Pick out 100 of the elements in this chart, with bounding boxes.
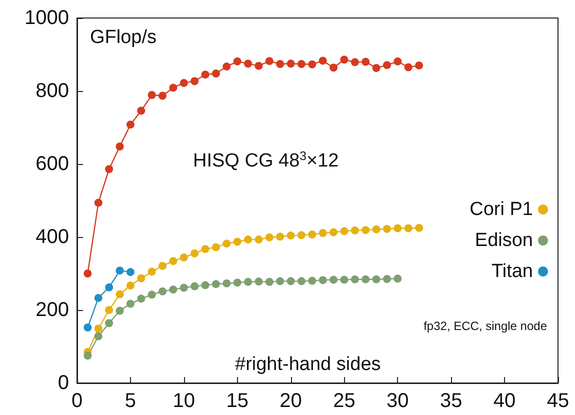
point: [169, 286, 178, 294]
x-tick-label: 15: [226, 390, 248, 412]
point: [222, 279, 231, 288]
point: [254, 278, 263, 286]
point: [180, 253, 188, 262]
x-axis-title: #right-hand sides: [235, 354, 381, 375]
y-tick-label: 0: [58, 372, 69, 394]
point: [201, 245, 210, 254]
point: [254, 62, 263, 70]
y-tick-label: 200: [36, 299, 69, 321]
point: [169, 84, 178, 92]
point: [276, 232, 284, 241]
point: [297, 60, 306, 68]
point: [404, 224, 412, 232]
point: [116, 290, 124, 298]
y-axis-title: GFlop/s: [90, 27, 157, 48]
point: [94, 324, 102, 333]
point: [190, 249, 199, 258]
point: [372, 64, 380, 72]
point: [158, 287, 167, 296]
point: [265, 233, 274, 242]
point: [286, 232, 295, 240]
point: [265, 57, 274, 66]
point: [382, 274, 391, 283]
point: [286, 60, 295, 68]
point: [84, 270, 92, 278]
point: [297, 277, 306, 286]
point: [126, 300, 134, 308]
point: [158, 262, 167, 270]
point: [148, 268, 156, 276]
point: [180, 78, 188, 87]
point: [297, 231, 306, 240]
x-tick-label: 0: [71, 390, 83, 412]
x-tick-label: 10: [172, 390, 196, 412]
point: [180, 284, 188, 292]
point: [404, 63, 412, 72]
point: [212, 69, 220, 78]
point: [233, 238, 242, 246]
point: [318, 276, 327, 284]
x-tick-label: 40: [493, 390, 516, 412]
point: [318, 56, 327, 65]
point: [126, 268, 134, 276]
annotation: fp32, ECC, single node: [424, 319, 548, 333]
point: [330, 64, 338, 72]
y-tick-label: 600: [36, 153, 69, 175]
point: [382, 61, 391, 70]
point: [126, 282, 134, 290]
point: [137, 294, 146, 303]
point: [116, 266, 124, 275]
point: [94, 294, 102, 302]
point: [286, 277, 295, 286]
x-tick-label: 20: [280, 390, 302, 412]
legend-label: Titan: [491, 261, 533, 282]
point: [222, 240, 231, 248]
x-tick-label: 45: [546, 390, 570, 412]
x-tick-label: 35: [440, 390, 462, 412]
point: [222, 62, 231, 71]
point: [382, 224, 391, 233]
point: [105, 306, 114, 314]
point: [340, 56, 348, 64]
y-tick-label: 1000: [24, 7, 69, 29]
point: [350, 58, 359, 66]
point: [137, 106, 146, 115]
x-tick-label: 30: [386, 390, 409, 412]
point: [94, 332, 102, 340]
point: [415, 224, 424, 232]
point: [126, 120, 134, 129]
point: [330, 276, 338, 284]
x-tick-label: 5: [124, 390, 136, 412]
point: [116, 142, 124, 150]
point: [340, 276, 348, 284]
point: [148, 290, 156, 299]
legend-label: Edison: [474, 230, 533, 251]
legend-label: Cori P1: [470, 199, 533, 220]
point: [276, 277, 284, 286]
point: [201, 70, 210, 79]
y-tick-label: 400: [36, 226, 69, 248]
point: [233, 278, 242, 287]
point: [137, 274, 146, 282]
point: [201, 281, 210, 290]
point: [254, 236, 263, 244]
point: [233, 57, 242, 66]
point: [158, 92, 167, 100]
point: [116, 306, 124, 315]
point: [212, 280, 220, 288]
y-tick-label: 800: [36, 80, 69, 102]
point: [190, 77, 199, 86]
point: [350, 275, 359, 284]
point: [105, 283, 114, 292]
point: [212, 243, 220, 252]
point: [330, 228, 338, 236]
point: [308, 60, 316, 68]
point: [362, 275, 370, 284]
point: [394, 57, 402, 66]
point: [244, 236, 252, 244]
point: [244, 278, 252, 286]
point: [340, 227, 348, 236]
point: [308, 230, 316, 238]
point: [415, 61, 424, 70]
point: [276, 60, 284, 68]
